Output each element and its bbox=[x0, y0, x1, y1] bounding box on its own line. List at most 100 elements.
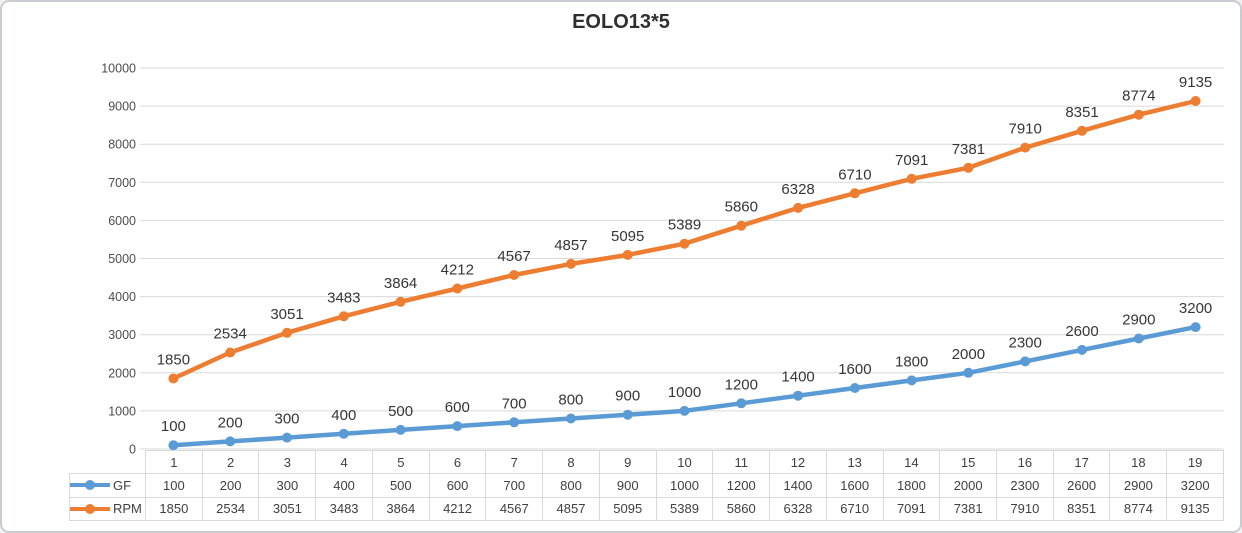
value-cell: 2600 bbox=[1052, 473, 1111, 498]
value-cell: 900 bbox=[598, 473, 657, 498]
value-cell: 1200 bbox=[712, 473, 771, 498]
table-row-rpm: RPM 1850 2534 3051 3483 3864 4212 4567 4857 5095 5… bbox=[69, 496, 1224, 522]
data-point-label: 6710 bbox=[838, 166, 871, 183]
value-cell: 4212 bbox=[428, 496, 487, 522]
value-cell: 8351 bbox=[1052, 496, 1111, 522]
value-cell: 100 bbox=[145, 473, 203, 498]
value-cell: 3483 bbox=[315, 496, 373, 522]
data-point-label: 5389 bbox=[668, 217, 701, 234]
data-point-label: 8774 bbox=[1122, 88, 1155, 105]
data-point-marker bbox=[509, 270, 520, 280]
category-cell: 16 bbox=[996, 449, 1054, 475]
category-cell: 2 bbox=[201, 449, 260, 475]
data-point-label: 5860 bbox=[725, 199, 758, 216]
data-point-label: 4212 bbox=[441, 262, 474, 279]
value-cell: 500 bbox=[371, 473, 430, 498]
value-cell: 8774 bbox=[1109, 496, 1168, 522]
legend-label: RPM bbox=[113, 501, 142, 517]
category-cell: 5 bbox=[371, 449, 430, 475]
data-point-marker bbox=[906, 375, 917, 386]
category-cell: 11 bbox=[712, 449, 771, 475]
value-cell: 7091 bbox=[882, 496, 941, 522]
category-cell: 19 bbox=[1166, 449, 1224, 475]
data-point-marker bbox=[282, 327, 292, 338]
value-cell: 4857 bbox=[542, 496, 600, 522]
data-point-label: 7910 bbox=[1009, 121, 1042, 138]
y-axis-tick-label: 9000 bbox=[108, 100, 136, 114]
table-header-row: 1 2 3 4 5 6 7 8 9 10 11 12 13 14 15 16 17 18 19 bbox=[70, 449, 1224, 475]
value-cell: 700 bbox=[485, 473, 544, 498]
data-point-marker bbox=[282, 432, 292, 443]
data-point-marker bbox=[168, 440, 179, 451]
value-cell: 200 bbox=[201, 473, 260, 498]
data-point-marker bbox=[452, 421, 463, 432]
category-cell: 15 bbox=[939, 449, 998, 475]
data-point-label: 3483 bbox=[327, 289, 360, 306]
category-cell: 6 bbox=[428, 449, 487, 475]
value-cell: 7381 bbox=[939, 496, 998, 522]
category-cell: 1 bbox=[145, 449, 203, 475]
legend-marker-rpm-icon bbox=[70, 503, 110, 514]
value-cell: 1000 bbox=[655, 473, 714, 498]
data-point-marker bbox=[793, 390, 804, 401]
data-point-label: 300 bbox=[274, 411, 299, 428]
data-point-marker bbox=[622, 409, 633, 420]
data-point-marker bbox=[565, 413, 576, 424]
data-point-marker bbox=[679, 405, 690, 416]
y-axis-tick-label: 2000 bbox=[108, 366, 136, 380]
data-point-marker bbox=[849, 383, 860, 393]
data-point-label: 500 bbox=[388, 403, 413, 420]
value-cell: 1400 bbox=[769, 473, 827, 498]
legend-key-rpm: RPM bbox=[69, 496, 146, 522]
data-point-marker bbox=[225, 436, 236, 447]
data-point-label: 5095 bbox=[611, 228, 644, 245]
data-point-label: 2900 bbox=[1122, 312, 1155, 329]
category-cell: 3 bbox=[258, 449, 317, 475]
legend-label: GF bbox=[113, 477, 132, 493]
value-cell: 6328 bbox=[769, 496, 827, 522]
value-cell: 1850 bbox=[145, 496, 203, 522]
value-cell: 2000 bbox=[939, 473, 998, 498]
data-point-marker bbox=[395, 296, 406, 307]
data-point-label: 7381 bbox=[952, 141, 985, 158]
data-point-label: 900 bbox=[615, 388, 640, 405]
y-axis-tick-label: 8000 bbox=[108, 138, 136, 152]
data-point-marker bbox=[509, 417, 520, 428]
data-point-marker bbox=[338, 428, 349, 439]
y-axis-tick-label: 0 bbox=[129, 443, 136, 457]
value-cell: 300 bbox=[258, 473, 317, 498]
value-cell: 9135 bbox=[1166, 496, 1224, 522]
data-point-marker bbox=[168, 373, 179, 384]
data-point-marker bbox=[225, 347, 236, 358]
category-cell: 17 bbox=[1052, 449, 1111, 475]
data-point-label: 800 bbox=[558, 392, 583, 409]
category-cell: 9 bbox=[598, 449, 657, 475]
data-point-label: 400 bbox=[331, 407, 356, 424]
data-point-label: 1800 bbox=[895, 353, 928, 370]
data-point-marker bbox=[1190, 322, 1201, 333]
legend-key-gf: GF bbox=[69, 473, 146, 498]
value-cell: 6710 bbox=[825, 496, 884, 522]
category-cell: 12 bbox=[769, 449, 827, 475]
data-point-label: 2300 bbox=[1009, 334, 1042, 351]
y-axis-tick-label: 3000 bbox=[108, 328, 136, 342]
data-point-label: 100 bbox=[161, 418, 186, 435]
data-point-label: 700 bbox=[502, 395, 527, 412]
value-cell: 4567 bbox=[485, 496, 544, 522]
value-cell: 1600 bbox=[825, 473, 884, 498]
data-point-marker bbox=[452, 283, 463, 294]
data-point-marker bbox=[1190, 96, 1201, 106]
data-point-marker bbox=[793, 202, 804, 213]
data-point-label: 200 bbox=[218, 414, 243, 431]
data-point-marker bbox=[736, 398, 747, 409]
data-point-marker bbox=[565, 258, 576, 269]
category-cell: 4 bbox=[315, 449, 373, 475]
data-point-marker bbox=[622, 249, 633, 260]
data-point-label: 4567 bbox=[497, 248, 530, 265]
category-cell: 14 bbox=[882, 449, 941, 475]
data-point-label: 9135 bbox=[1179, 74, 1212, 91]
data-point-label: 8351 bbox=[1065, 104, 1098, 121]
value-cell: 400 bbox=[315, 473, 373, 498]
